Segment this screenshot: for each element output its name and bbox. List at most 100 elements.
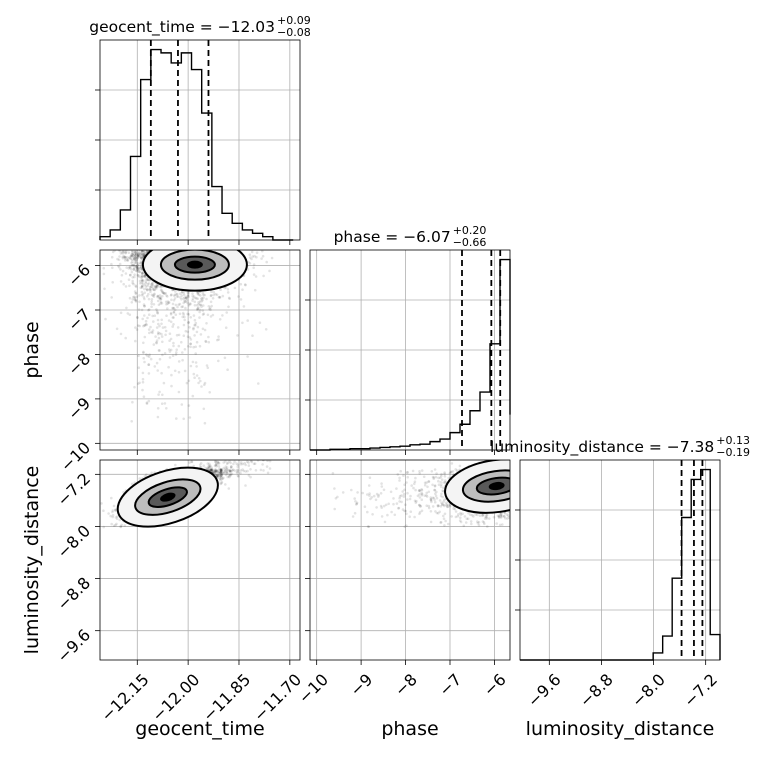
scatter-point: [236, 334, 239, 337]
scatter-point: [171, 0, 174, 1]
scatter-point: [183, 0, 186, 1]
scatter-point: [119, 525, 122, 528]
scatter-point: [176, 0, 179, 1]
scatter-point: [176, 306, 179, 309]
scatter-point: [153, 289, 156, 292]
scatter-point: [112, 509, 115, 512]
scatter-point: [156, 0, 159, 1]
scatter-point: [157, 393, 160, 396]
scatter-point: [217, 338, 220, 341]
scatter-point: [194, 304, 197, 307]
scatter-point: [246, 355, 249, 358]
scatter-point: [131, 301, 134, 304]
scatter-point: [191, 292, 194, 295]
scatter-point: [160, 0, 163, 1]
scatter-point: [128, 267, 131, 270]
scatter-point: [153, 303, 156, 306]
scatter-point: [206, 0, 209, 1]
scatter-point: [173, 0, 176, 1]
scatter-point: [145, 0, 148, 1]
scatter-point: [224, 357, 227, 360]
scatter-point: [183, 324, 186, 327]
scatter-point: [174, 290, 177, 293]
scatter-point: [184, 370, 187, 373]
scatter-point: [187, 291, 190, 294]
scatter-point: [212, 294, 215, 297]
scatter-point: [114, 509, 117, 512]
scatter-point: [176, 0, 179, 1]
scatter-point: [141, 0, 144, 1]
scatter-point: [158, 349, 161, 352]
scatter-point: [204, 382, 207, 385]
scatter-point: [260, 469, 263, 472]
scatter-point: [204, 0, 207, 1]
scatter-point: [184, 307, 187, 310]
scatter-point: [169, 332, 172, 335]
scatter-point: [128, 278, 131, 281]
scatter-point: [132, 296, 135, 299]
scatter-point: [107, 512, 110, 515]
scatter-point: [110, 497, 113, 500]
scatter-point: [240, 298, 243, 301]
scatter-point: [252, 267, 255, 270]
scatter-point: [162, 326, 165, 329]
scatter-point: [111, 256, 114, 259]
scatter-point: [260, 257, 263, 260]
scatter-point: [271, 257, 274, 260]
scatter-point: [175, 293, 178, 296]
scatter-point: [174, 0, 177, 1]
scatter-point: [137, 354, 140, 357]
scatter-point: [225, 326, 228, 329]
scatter-point: [155, 0, 158, 1]
scatter-point: [145, 280, 148, 283]
scatter-point: [142, 293, 145, 296]
scatter-point: [246, 470, 249, 473]
scatter-point: [146, 355, 149, 358]
scatter-point: [171, 0, 174, 1]
scatter-point: [155, 0, 158, 1]
scatter-point: [232, 463, 235, 466]
scatter-point: [133, 0, 136, 1]
scatter-point: [195, 0, 198, 1]
scatter-point: [199, 345, 202, 348]
scatter-point: [189, 416, 192, 419]
scatter-point: [214, 0, 217, 1]
scatter-point: [148, 332, 151, 335]
scatter-point: [142, 357, 145, 360]
scatter-point: [142, 351, 145, 354]
scatter-point: [172, 342, 175, 345]
scatter-point: [136, 296, 139, 299]
scatter-point: [196, 374, 199, 377]
scatter-point: [144, 324, 147, 327]
scatter-point: [138, 382, 141, 385]
scatter-point: [164, 326, 167, 329]
scatter-point: [269, 467, 272, 470]
scatter-point: [265, 261, 268, 264]
scatter-point: [194, 352, 197, 355]
scatter-point: [194, 297, 197, 300]
scatter-point: [199, 464, 202, 467]
scatter-point: [228, 297, 231, 300]
scatter-point: [170, 0, 173, 1]
scatter-point: [238, 0, 241, 1]
scatter-point: [170, 321, 173, 324]
scatter-point: [157, 0, 160, 1]
scatter-point: [176, 334, 179, 337]
scatter-point: [178, 0, 181, 1]
scatter-point: [175, 0, 178, 1]
scatter-point: [144, 0, 147, 1]
scatter-point: [150, 300, 153, 303]
scatter-point: [161, 335, 164, 338]
scatter-point: [126, 259, 129, 262]
scatter-point: [207, 0, 210, 1]
scatter-point: [193, 324, 196, 327]
scatter-point: [119, 268, 122, 271]
scatter-point: [200, 385, 203, 388]
scatter-point: [177, 326, 180, 329]
scatter-point: [188, 0, 191, 1]
scatter-point: [210, 294, 213, 297]
scatter-point: [229, 473, 232, 476]
scatter-point: [172, 354, 175, 357]
scatter-point: [160, 319, 163, 322]
scatter-point: [188, 326, 191, 329]
